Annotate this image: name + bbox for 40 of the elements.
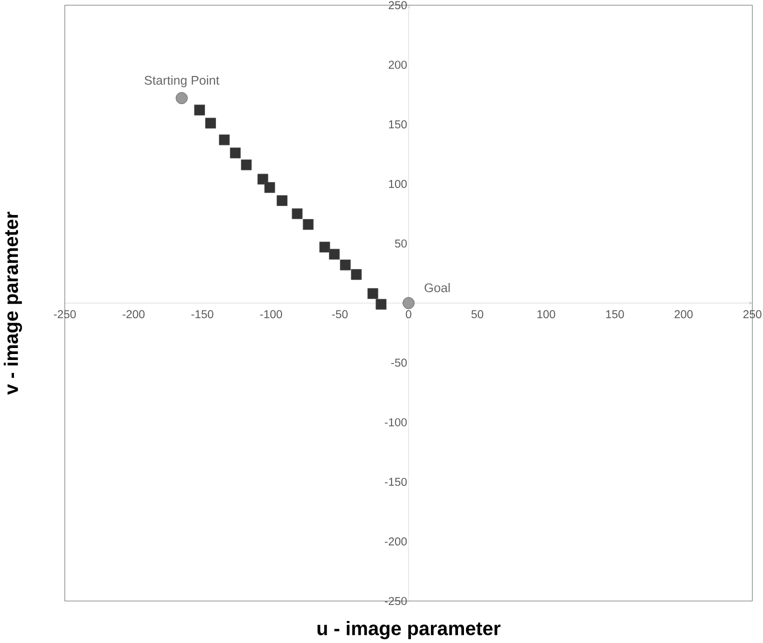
y-tick-label: 50 <box>394 239 407 248</box>
point <box>257 174 268 185</box>
point <box>218 134 230 146</box>
y-tick-label: 200 <box>388 60 407 69</box>
point <box>240 159 252 170</box>
point <box>176 92 188 104</box>
y-tick-label: -200 <box>384 537 407 546</box>
y-tick-label: 100 <box>389 180 407 188</box>
y-tick-label: 150 <box>389 120 407 128</box>
y-tick-label: -150 <box>384 478 407 486</box>
x-axis-title: u - image parameter <box>318 621 500 640</box>
x-tick-label: 150 <box>606 310 624 318</box>
y-tick-label: -250 <box>384 596 407 606</box>
point <box>302 219 314 230</box>
x-tick-label: -50 <box>332 310 348 318</box>
y-tick-label: -100 <box>384 418 407 426</box>
x-tick-label: 200 <box>674 310 693 318</box>
point <box>264 182 276 193</box>
point <box>340 260 351 270</box>
point <box>230 148 241 158</box>
y-axis-title: v - image parameter <box>4 212 22 395</box>
x-tick-label: -150 <box>191 310 214 318</box>
point <box>276 195 288 206</box>
x-tick-label: -200 <box>122 310 145 318</box>
point <box>194 104 205 116</box>
point <box>376 298 386 310</box>
x-tick-label: -100 <box>260 310 282 318</box>
point <box>350 269 362 280</box>
annotation: Goal <box>424 282 450 292</box>
x-tick-label: 50 <box>471 310 484 318</box>
point <box>402 297 415 310</box>
point <box>328 248 340 260</box>
point <box>319 242 330 252</box>
x-tick-label: 100 <box>537 310 556 318</box>
y-tick-label: -50 <box>391 358 407 367</box>
point <box>367 288 378 299</box>
point <box>205 118 216 129</box>
annotation: Starting Point <box>144 76 220 88</box>
point <box>292 208 303 220</box>
x-tick-label: 0 <box>406 310 412 318</box>
